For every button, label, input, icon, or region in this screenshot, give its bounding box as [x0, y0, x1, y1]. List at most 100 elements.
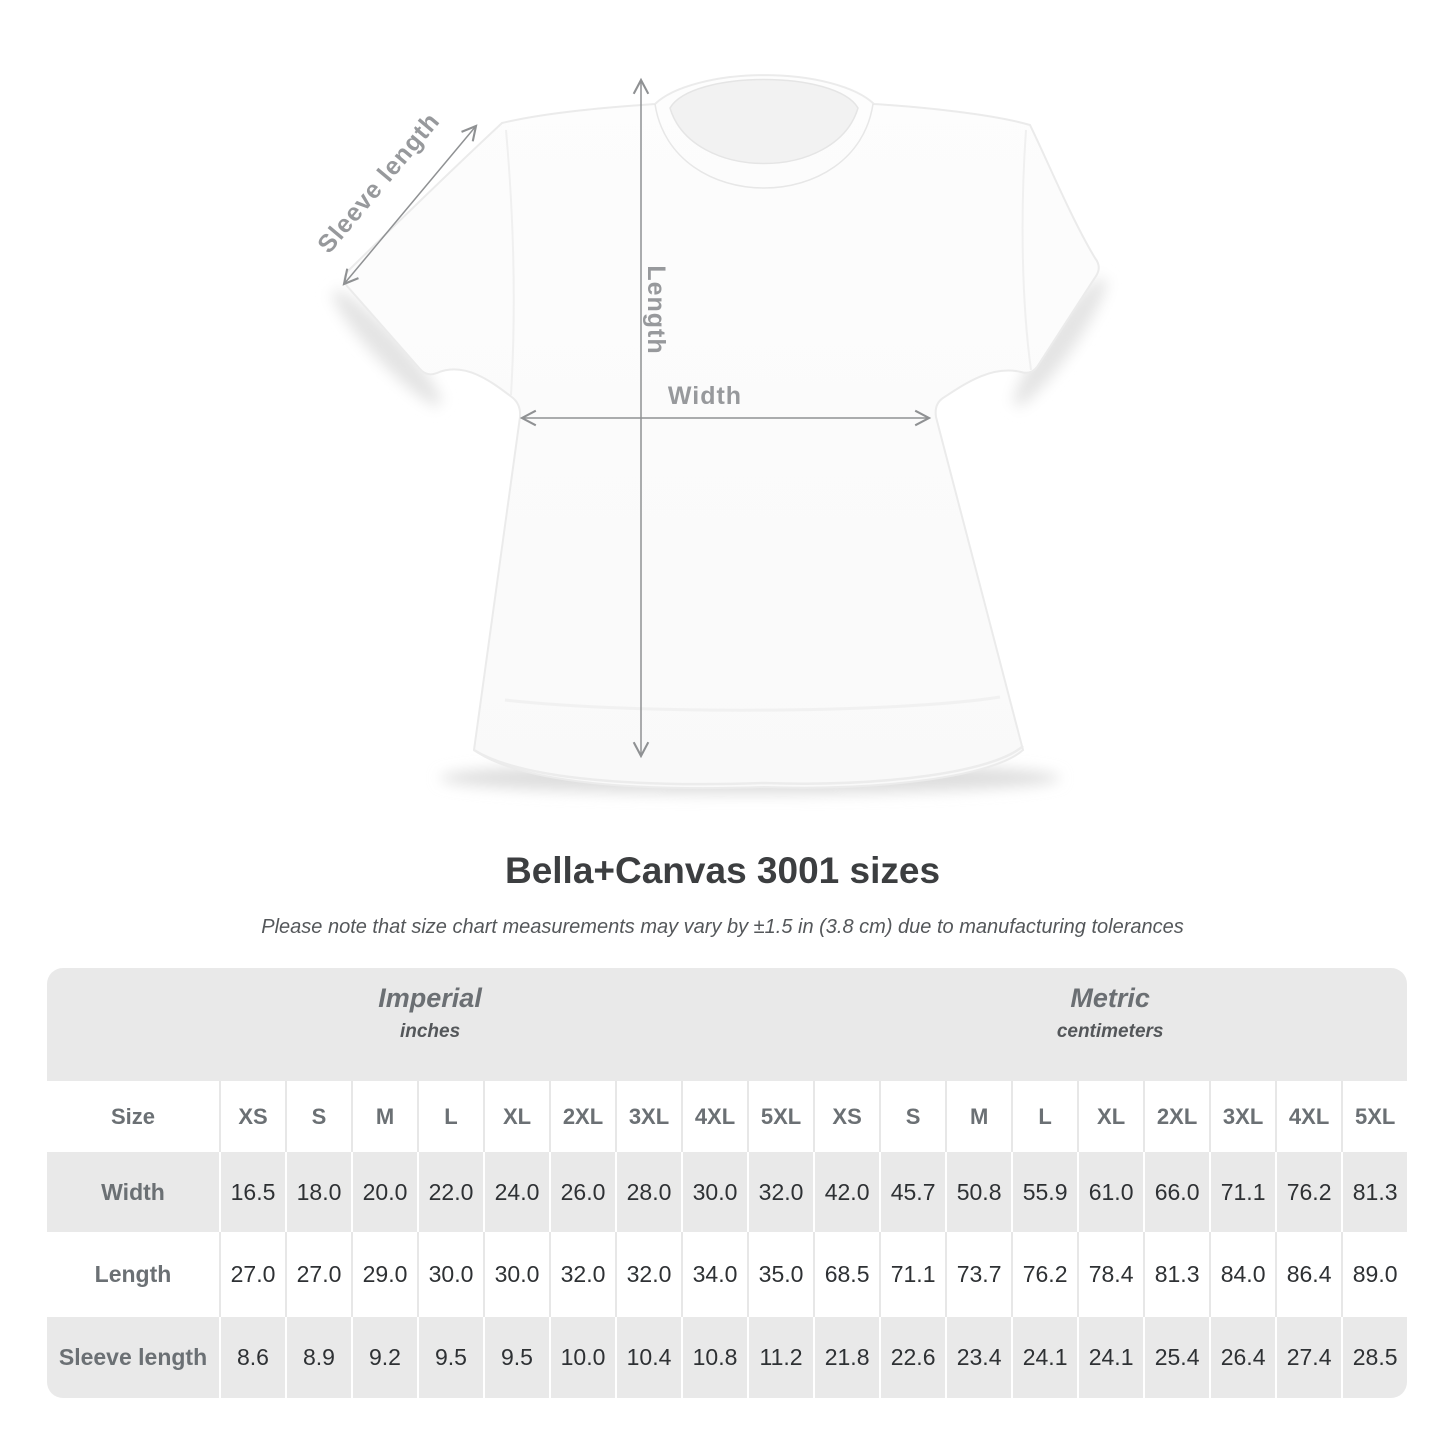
value-cell: 24.1 — [1077, 1317, 1144, 1398]
value-cell: 86.4 — [1275, 1232, 1342, 1317]
size-table-grid: Imperial inches Metric centimeters Size … — [47, 968, 1408, 1398]
fold-line — [505, 129, 515, 396]
tolerance-note: Please note that size chart measurements… — [261, 916, 1184, 938]
value-cell: 89.0 — [1341, 1232, 1408, 1317]
row-label: Width — [47, 1152, 219, 1232]
metric-label: Metric — [1070, 983, 1150, 1013]
fold-line — [504, 695, 1001, 712]
tshirt-graphic — [343, 74, 1100, 790]
value-cell: 73.7 — [945, 1232, 1012, 1317]
size-cell: S — [285, 1081, 351, 1152]
value-cell: 23.4 — [945, 1317, 1012, 1398]
value-cell: 27.0 — [219, 1232, 285, 1317]
size-cell: XL — [483, 1081, 549, 1152]
size-cell: XS — [813, 1081, 880, 1152]
size-cell: S — [879, 1081, 946, 1152]
value-cell: 32.0 — [747, 1152, 814, 1232]
size-column-header: Size — [47, 1081, 219, 1152]
value-cell: 42.0 — [813, 1152, 880, 1232]
tshirt-body — [343, 74, 1100, 790]
value-cell: 55.9 — [1011, 1152, 1078, 1232]
value-cell: 76.2 — [1011, 1232, 1078, 1317]
page-title: Bella+Canvas 3001 sizes — [504, 850, 941, 891]
value-cell: 81.3 — [1143, 1232, 1210, 1317]
size-cell: L — [417, 1081, 483, 1152]
value-cell: 24.0 — [483, 1152, 549, 1232]
value-cell: 30.0 — [417, 1232, 483, 1317]
tshirt-measurement-diagram: Width Length Sleeve length — [312, 74, 1107, 794]
value-cell: 27.0 — [285, 1232, 351, 1317]
value-cell: 10.8 — [681, 1317, 747, 1398]
value-cell: 9.2 — [351, 1317, 417, 1398]
size-cell: M — [945, 1081, 1012, 1152]
size-cell: XL — [1077, 1081, 1144, 1152]
size-cell: 4XL — [1275, 1081, 1342, 1152]
size-table: Imperial inches Metric centimeters Size … — [47, 968, 1408, 1398]
value-cell: 18.0 — [285, 1152, 351, 1232]
value-cell: 9.5 — [483, 1317, 549, 1398]
value-cell: 84.0 — [1209, 1232, 1276, 1317]
size-cell: 2XL — [549, 1081, 615, 1152]
size-cell: 3XL — [615, 1081, 681, 1152]
size-cell: M — [351, 1081, 417, 1152]
value-cell: 22.0 — [417, 1152, 483, 1232]
width-row: Width 16.5 18.0 20.0 22.0 24.0 26.0 28.0… — [47, 1152, 1408, 1232]
size-cell: L — [1011, 1081, 1078, 1152]
size-cell: 5XL — [747, 1081, 814, 1152]
imperial-label: Imperial — [378, 983, 482, 1013]
size-cell: 5XL — [1341, 1081, 1408, 1152]
value-cell: 76.2 — [1275, 1152, 1342, 1232]
value-cell: 10.0 — [549, 1317, 615, 1398]
size-cell: XS — [219, 1081, 285, 1152]
size-cell: 4XL — [681, 1081, 747, 1152]
size-cell: 3XL — [1209, 1081, 1276, 1152]
sleeve-length-row: Sleeve length 8.6 8.9 9.2 9.5 9.5 10.0 1… — [47, 1317, 1408, 1398]
value-cell: 26.0 — [549, 1152, 615, 1232]
value-cell: 50.8 — [945, 1152, 1012, 1232]
row-label: Length — [47, 1232, 219, 1317]
value-cell: 71.1 — [879, 1232, 946, 1317]
value-cell: 8.6 — [219, 1317, 285, 1398]
value-cell: 30.0 — [483, 1232, 549, 1317]
size-header-row: Size XS S M L XL 2XL 3XL 4XL 5XL XS S M … — [47, 1081, 1408, 1152]
imperial-group-header: Imperial inches — [47, 968, 814, 1081]
length-dimension-label: Length — [642, 265, 670, 354]
value-cell: 20.0 — [351, 1152, 417, 1232]
value-cell: 71.1 — [1209, 1152, 1276, 1232]
value-cell: 28.5 — [1341, 1317, 1408, 1398]
value-cell: 21.8 — [813, 1317, 880, 1398]
value-cell: 9.5 — [417, 1317, 483, 1398]
value-cell: 24.1 — [1011, 1317, 1078, 1398]
tshirt-collar-seam — [654, 103, 874, 189]
width-dimension-label: Width — [668, 382, 742, 410]
value-cell: 11.2 — [747, 1317, 814, 1398]
sleeve-length-arrow — [342, 124, 478, 286]
size-cell: 2XL — [1143, 1081, 1210, 1152]
value-cell: 10.4 — [615, 1317, 681, 1398]
value-cell: 34.0 — [681, 1232, 747, 1317]
tshirt-neck-opening — [669, 78, 859, 165]
value-cell: 32.0 — [549, 1232, 615, 1317]
value-cell: 35.0 — [747, 1232, 814, 1317]
value-cell: 45.7 — [879, 1152, 946, 1232]
imperial-unit: inches — [399, 1021, 461, 1042]
fold-line — [1021, 129, 1032, 371]
unit-group-header-row: Imperial inches Metric centimeters — [47, 968, 1408, 1081]
value-cell: 26.4 — [1209, 1317, 1276, 1398]
metric-group-header: Metric centimeters — [813, 968, 1408, 1081]
value-cell: 66.0 — [1143, 1152, 1210, 1232]
value-cell: 30.0 — [681, 1152, 747, 1232]
value-cell: 81.3 — [1341, 1152, 1408, 1232]
value-cell: 27.4 — [1275, 1317, 1342, 1398]
value-cell: 16.5 — [219, 1152, 285, 1232]
value-cell: 8.9 — [285, 1317, 351, 1398]
value-cell: 68.5 — [813, 1232, 880, 1317]
value-cell: 29.0 — [351, 1232, 417, 1317]
value-cell: 32.0 — [615, 1232, 681, 1317]
value-cell: 22.6 — [879, 1317, 946, 1398]
value-cell: 61.0 — [1077, 1152, 1144, 1232]
metric-unit: centimeters — [1056, 1021, 1164, 1042]
length-row: Length 27.0 27.0 29.0 30.0 30.0 32.0 32.… — [47, 1232, 1408, 1317]
value-cell: 78.4 — [1077, 1232, 1144, 1317]
